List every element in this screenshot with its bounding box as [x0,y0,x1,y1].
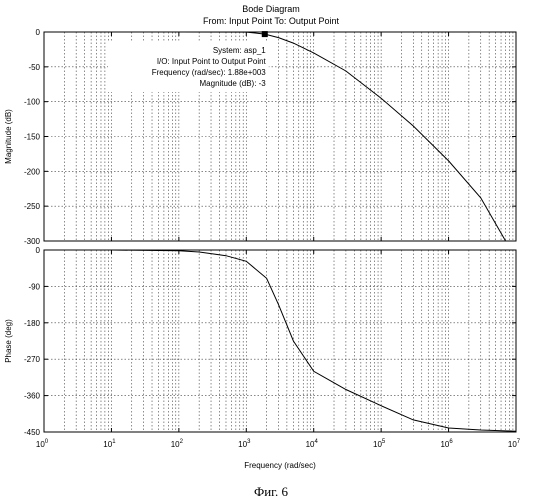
x-tick-label: 107 [508,439,521,449]
x-tick-label: 105 [373,439,386,449]
x-tick-label: 100 [36,439,49,449]
y-tick-label: -50 [28,63,40,72]
datatip-line: Frequency (rad/sec): 1.88e+003 [152,68,267,77]
y-tick-label: 0 [36,246,41,255]
y-tick-label: -90 [28,282,40,291]
datatip-line: System: asp_1 [213,46,266,55]
datatip-line: Magnitude (dB): -3 [200,79,267,88]
y-tick-label: -270 [24,355,41,364]
y-tick-label: -360 [24,392,41,401]
chart-title: Bode Diagram [242,4,300,14]
y-tick-label: -200 [24,167,41,176]
x-axis: 100 101 102 103 104 105 106 107 [36,439,521,449]
phase-axis-label: Phase (deg) [4,319,13,363]
x-tick-label: 103 [238,439,251,449]
x-tick-label: 102 [171,439,184,449]
y-tick-label: -150 [24,133,41,142]
y-tick-label: 0 [36,28,41,37]
y-tick-label: -180 [24,319,41,328]
y-tick-label: -300 [24,237,41,246]
magnitude-panel: 0 -50 -100 -150 -200 -250 -300 System: asp_1 I/O… [24,28,516,246]
y-tick-label: -450 [24,428,41,437]
y-tick-label: -100 [24,98,41,107]
phase-panel: 0 -90 -180 -270 -360 -450 [24,246,516,437]
x-tick-label: 101 [103,439,116,449]
x-tick-label: 104 [306,439,319,449]
x-axis-label: Frequency (rad/sec) [244,461,316,470]
magnitude-axis-label: Magnitude (dB) [4,109,13,164]
x-tick-label: 106 [440,439,453,449]
datatip-line: I/O: Input Point to Output Point [157,57,267,66]
y-tick-label: -250 [24,202,41,211]
figure-caption: Фиг. 6 [254,484,289,499]
datatip-marker [262,31,268,37]
chart-subtitle: From: Input Point To: Output Point [203,16,339,26]
